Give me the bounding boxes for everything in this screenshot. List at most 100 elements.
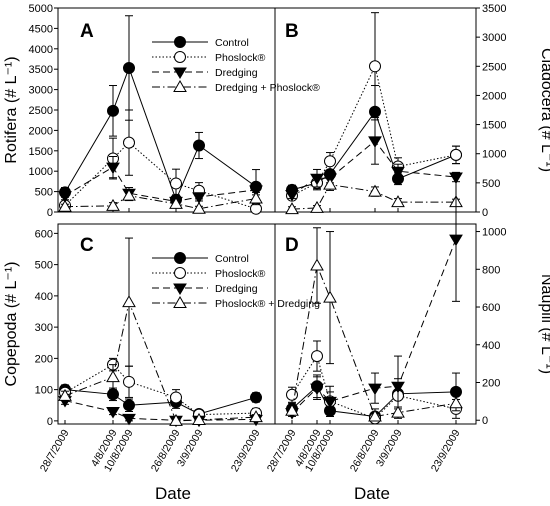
data-point [122, 295, 136, 308]
data-point [169, 413, 183, 426]
panel-label-d: D [285, 235, 299, 256]
data-point [311, 350, 323, 363]
series-line [64, 389, 257, 415]
legend-label: Phoslock® [215, 268, 266, 280]
series-line [64, 195, 257, 210]
y-tick-label: 500 [482, 178, 500, 190]
bottom-panels-frame [57, 223, 477, 425]
data-point [450, 148, 462, 161]
x-axis-title-left: Date [155, 484, 191, 503]
panel-label-c: C [80, 235, 94, 256]
data-point [123, 61, 135, 74]
y-tick-label: 0 [47, 207, 53, 219]
data-point [323, 177, 337, 190]
y-axis-title-nauplii: Nauplii (# L⁻¹) [538, 274, 550, 374]
y-tick-label: 4000 [29, 44, 53, 56]
data-point [106, 370, 120, 383]
y-tick-label: 400 [482, 340, 500, 352]
data-point [123, 375, 135, 388]
data-point [285, 190, 299, 202]
y-tick-label: 1500 [482, 120, 506, 132]
y-tick-label: 100 [35, 385, 53, 397]
data-point [192, 412, 206, 425]
legend-label: Control [215, 37, 249, 49]
data-point [391, 195, 405, 208]
y-tick-label: 5000 [29, 3, 53, 15]
y-axis-title-cladocera: Cladocera (# L⁻¹) [538, 48, 550, 172]
series-line [291, 64, 457, 197]
series-line [64, 300, 257, 422]
y-axis-title-rotifera: Rotifera (# L⁻¹) [3, 56, 20, 163]
y-tick-label: 2500 [29, 105, 53, 117]
data-point [324, 155, 336, 168]
x-tick-label: 26/8/2009 [149, 427, 183, 474]
y-tick-label: 2000 [482, 90, 506, 102]
data-point [249, 410, 263, 423]
top-panels-frame [57, 7, 477, 213]
data-point [107, 388, 119, 401]
legend-label: Dredging + Phoslock® [215, 82, 320, 94]
data-point [249, 185, 263, 197]
data-point [170, 177, 182, 190]
data-point [310, 258, 324, 271]
data-point [58, 388, 72, 401]
x-tick-label: 26/8/2009 [348, 427, 382, 474]
data-point [192, 201, 206, 214]
y-tick-label: 600 [35, 228, 53, 240]
y-tick-label: 0 [482, 415, 488, 427]
data-point [173, 283, 187, 295]
data-point [285, 403, 299, 416]
data-point [174, 36, 186, 48]
legend-label: Phoslock® [215, 52, 266, 64]
data-point [169, 196, 183, 209]
data-point [174, 51, 186, 63]
x-tick-label: 28/7/2009 [265, 427, 299, 474]
y-tick-label: 300 [35, 322, 53, 334]
y-tick-label: 2000 [29, 125, 53, 137]
data-point [368, 383, 382, 396]
x-tick-label: 23/9/2009 [229, 427, 263, 474]
data-point [368, 184, 382, 197]
series-line [64, 141, 257, 210]
y-tick-label: 1000 [482, 227, 506, 239]
data-point [323, 290, 337, 303]
y-axis-title-copepoda: Copepoda (# L⁻¹) [3, 262, 20, 387]
y-tick-label: 1500 [29, 146, 53, 158]
y-tick-label: 3500 [482, 3, 506, 15]
y-tick-label: 200 [482, 377, 500, 389]
data-point [310, 383, 324, 396]
data-point [123, 136, 135, 149]
data-point [106, 162, 120, 175]
data-point [369, 60, 381, 73]
y-tick-label: 600 [482, 302, 500, 314]
series-line [64, 166, 257, 202]
data-point [310, 173, 324, 186]
legend-label: Dredging [215, 283, 258, 295]
series-line [291, 263, 457, 418]
data-point [173, 67, 187, 79]
x-tick-label: 28/7/2009 [38, 427, 72, 474]
y-tick-label: 0 [47, 416, 53, 428]
series-line [64, 400, 257, 421]
y-tick-label: 200 [35, 353, 53, 365]
data-point [174, 267, 186, 279]
panel-label-a: A [80, 21, 94, 42]
data-point [249, 191, 263, 204]
y-tick-label: 1000 [29, 166, 53, 178]
y-tick-label: 500 [35, 260, 53, 272]
panel-label-b: B [285, 21, 299, 42]
data-point [193, 139, 205, 152]
data-point [58, 191, 72, 203]
data-point [122, 413, 136, 426]
y-tick-label: 0 [482, 207, 488, 219]
y-tick-label: 800 [482, 264, 500, 276]
data-point [449, 396, 463, 409]
y-tick-label: 1000 [482, 149, 506, 161]
x-tick-label: 23/9/2009 [429, 427, 463, 474]
data-point [123, 399, 135, 412]
data-point [449, 234, 463, 247]
data-point [368, 136, 382, 148]
y-tick-label: 3500 [29, 64, 53, 76]
series-line [291, 140, 457, 195]
